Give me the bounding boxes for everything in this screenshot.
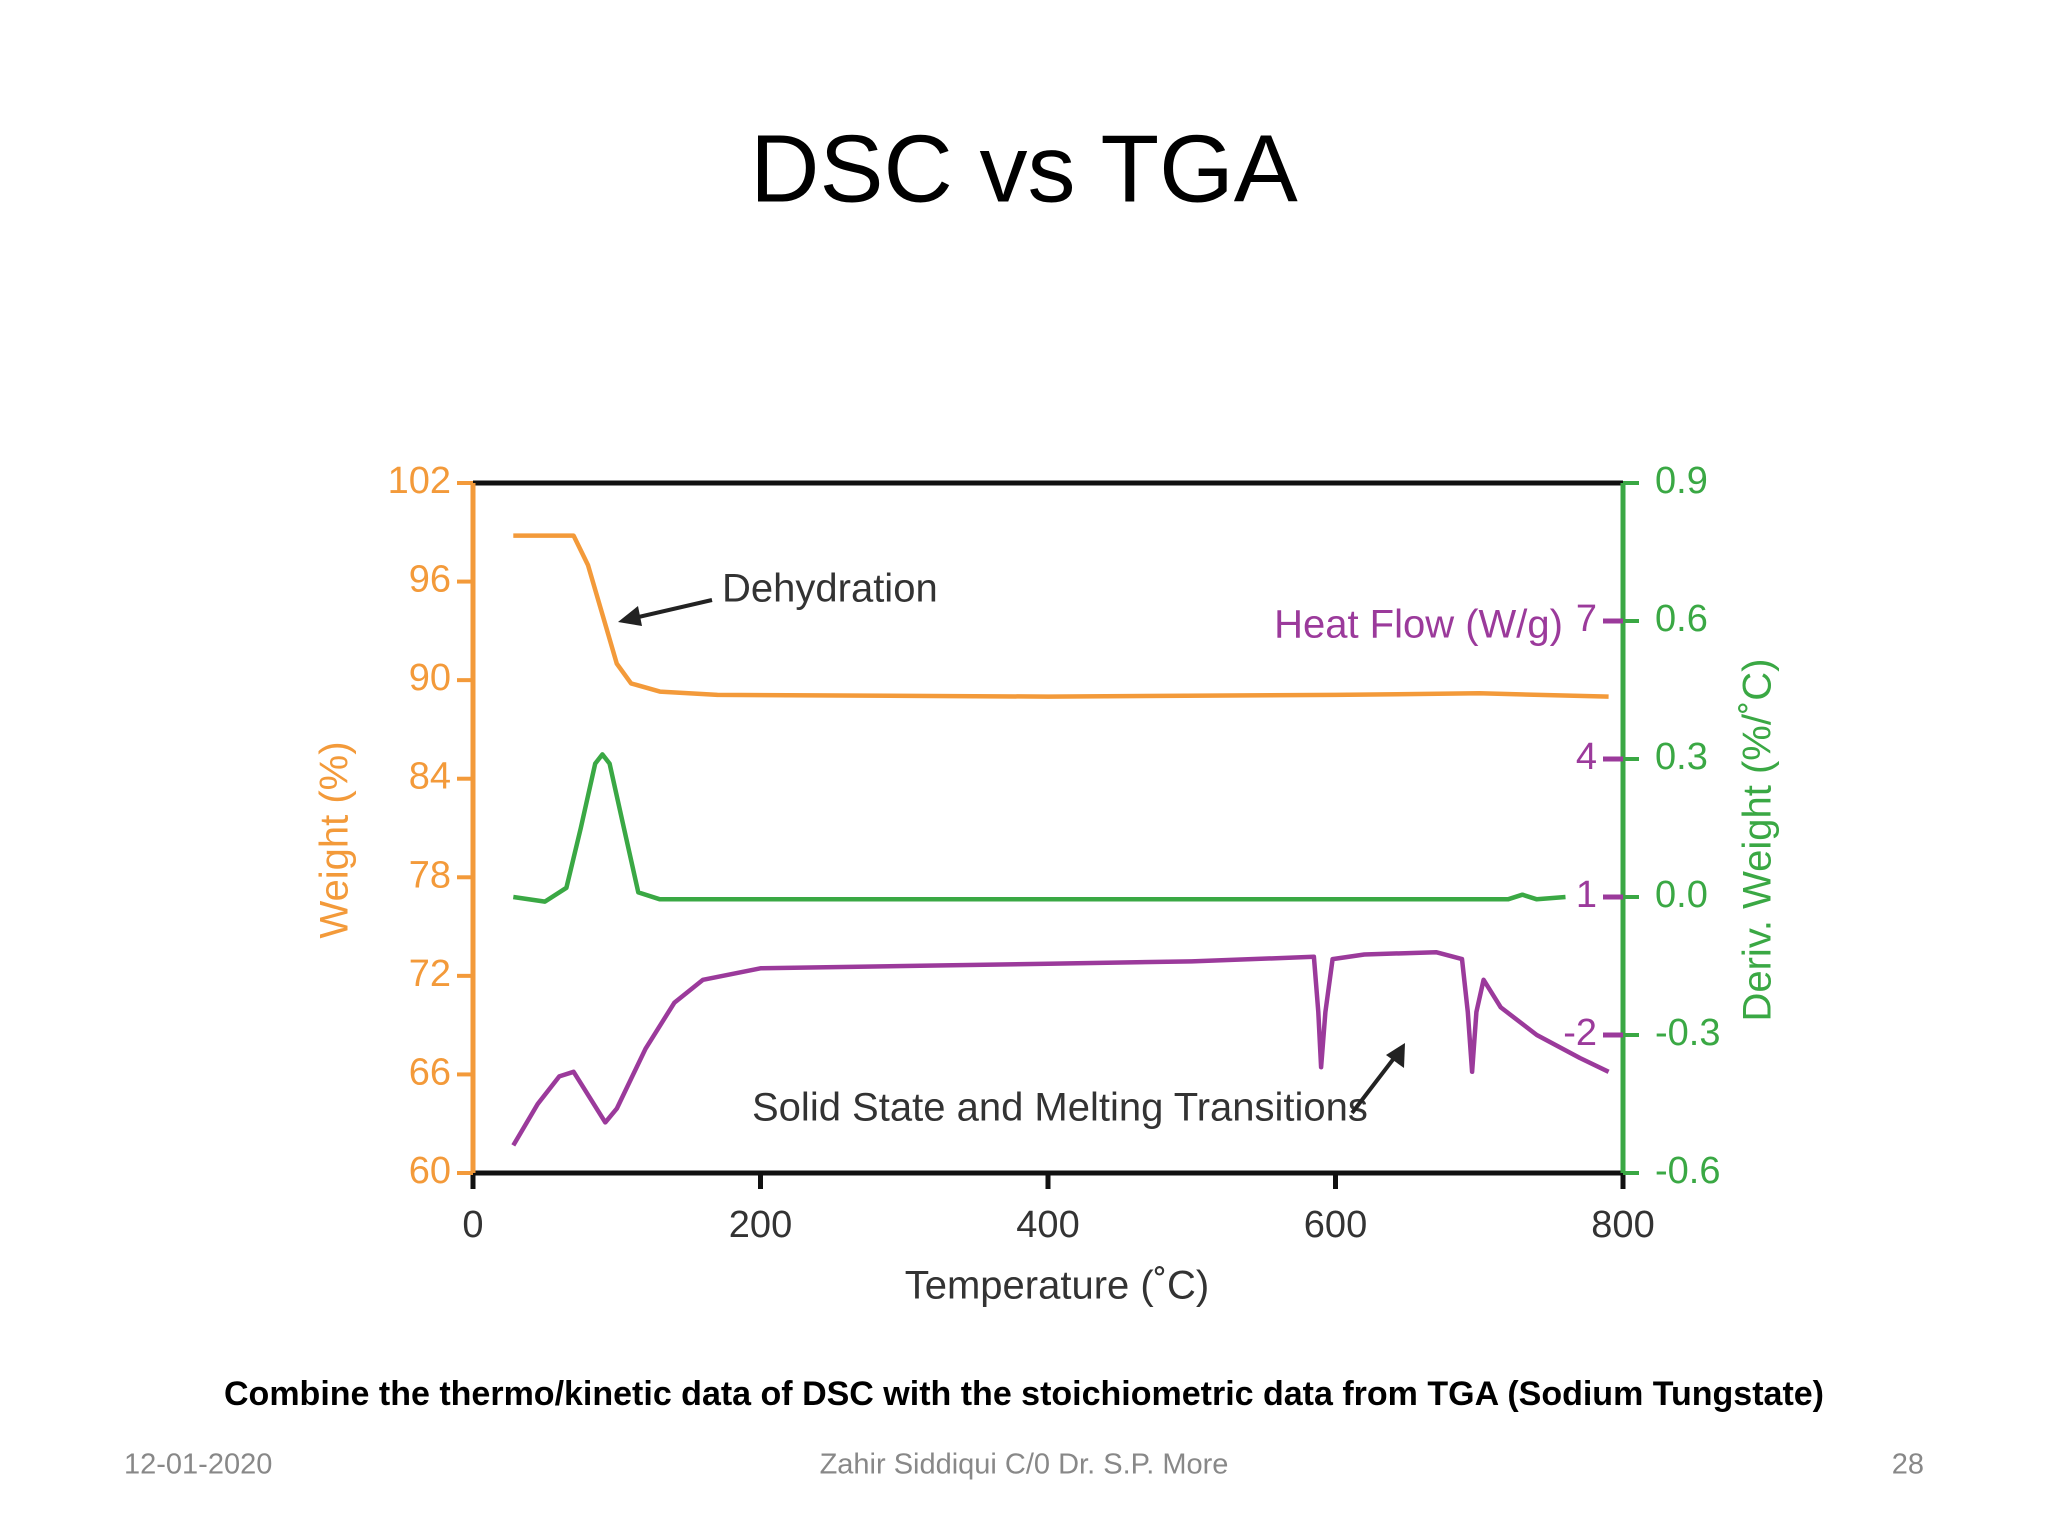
y3-axis-title: Heat Flow (W/g) [1274,603,1563,647]
y-tick-label: 60 [409,1150,451,1192]
x-axis-title: Temperature (˚C) [905,1264,1210,1308]
y-tick-label: 72 [409,953,451,995]
y-tick-label: 90 [409,657,451,699]
footer-author: Zahir Siddiqui C/0 Dr. S.P. More [820,1449,1229,1481]
annotation: Solid State and Melting Transitions [752,1086,1368,1130]
arrow-head [618,606,642,626]
y2-tick-label: 0.9 [1655,460,1708,502]
y-tick-label: 102 [388,460,451,502]
y3-tick-label: 7 [1576,598,1597,640]
y2-tick-label: 0.6 [1655,598,1708,640]
y-tick-label: 96 [409,559,451,601]
annotation-arrow [629,598,713,621]
y2-tick-label: 0.3 [1655,736,1708,778]
data-line [511,949,1610,1147]
y2-tick-label: -0.6 [1655,1150,1720,1192]
footer-date: 12-01-2020 [124,1449,272,1481]
y-tick-label: 66 [409,1051,451,1093]
data-line [512,752,1566,904]
caption: Combine the thermo/kinetic data of DSC w… [224,1375,1824,1413]
y-tick-label: 78 [409,854,451,896]
y-tick-label: 84 [409,756,451,798]
y3-tick-label: 4 [1576,736,1597,778]
slide-title: DSC vs TGA [750,115,1298,222]
footer-page: 28 [1892,1449,1924,1481]
arrow-head [1386,1043,1405,1068]
data-line [513,533,1609,699]
annotation-arrow [1350,1051,1400,1115]
x-tick-label: 0 [462,1204,483,1246]
x-tick-label: 200 [729,1204,792,1246]
y2-tick-label: -0.3 [1655,1012,1720,1054]
y3-tick-label: -2 [1563,1012,1597,1054]
x-tick-label: 800 [1591,1204,1654,1246]
x-tick-label: 600 [1304,1204,1367,1246]
y3-tick-label: 1 [1576,874,1597,916]
y-axis-title: Weight (%) [313,741,357,938]
y2-tick-label: 0.0 [1655,874,1708,916]
annotation: Dehydration [722,567,938,611]
x-tick-label: 400 [1016,1204,1079,1246]
y2-axis-title: Deriv. Weight (%/˚C) [1736,658,1780,1021]
